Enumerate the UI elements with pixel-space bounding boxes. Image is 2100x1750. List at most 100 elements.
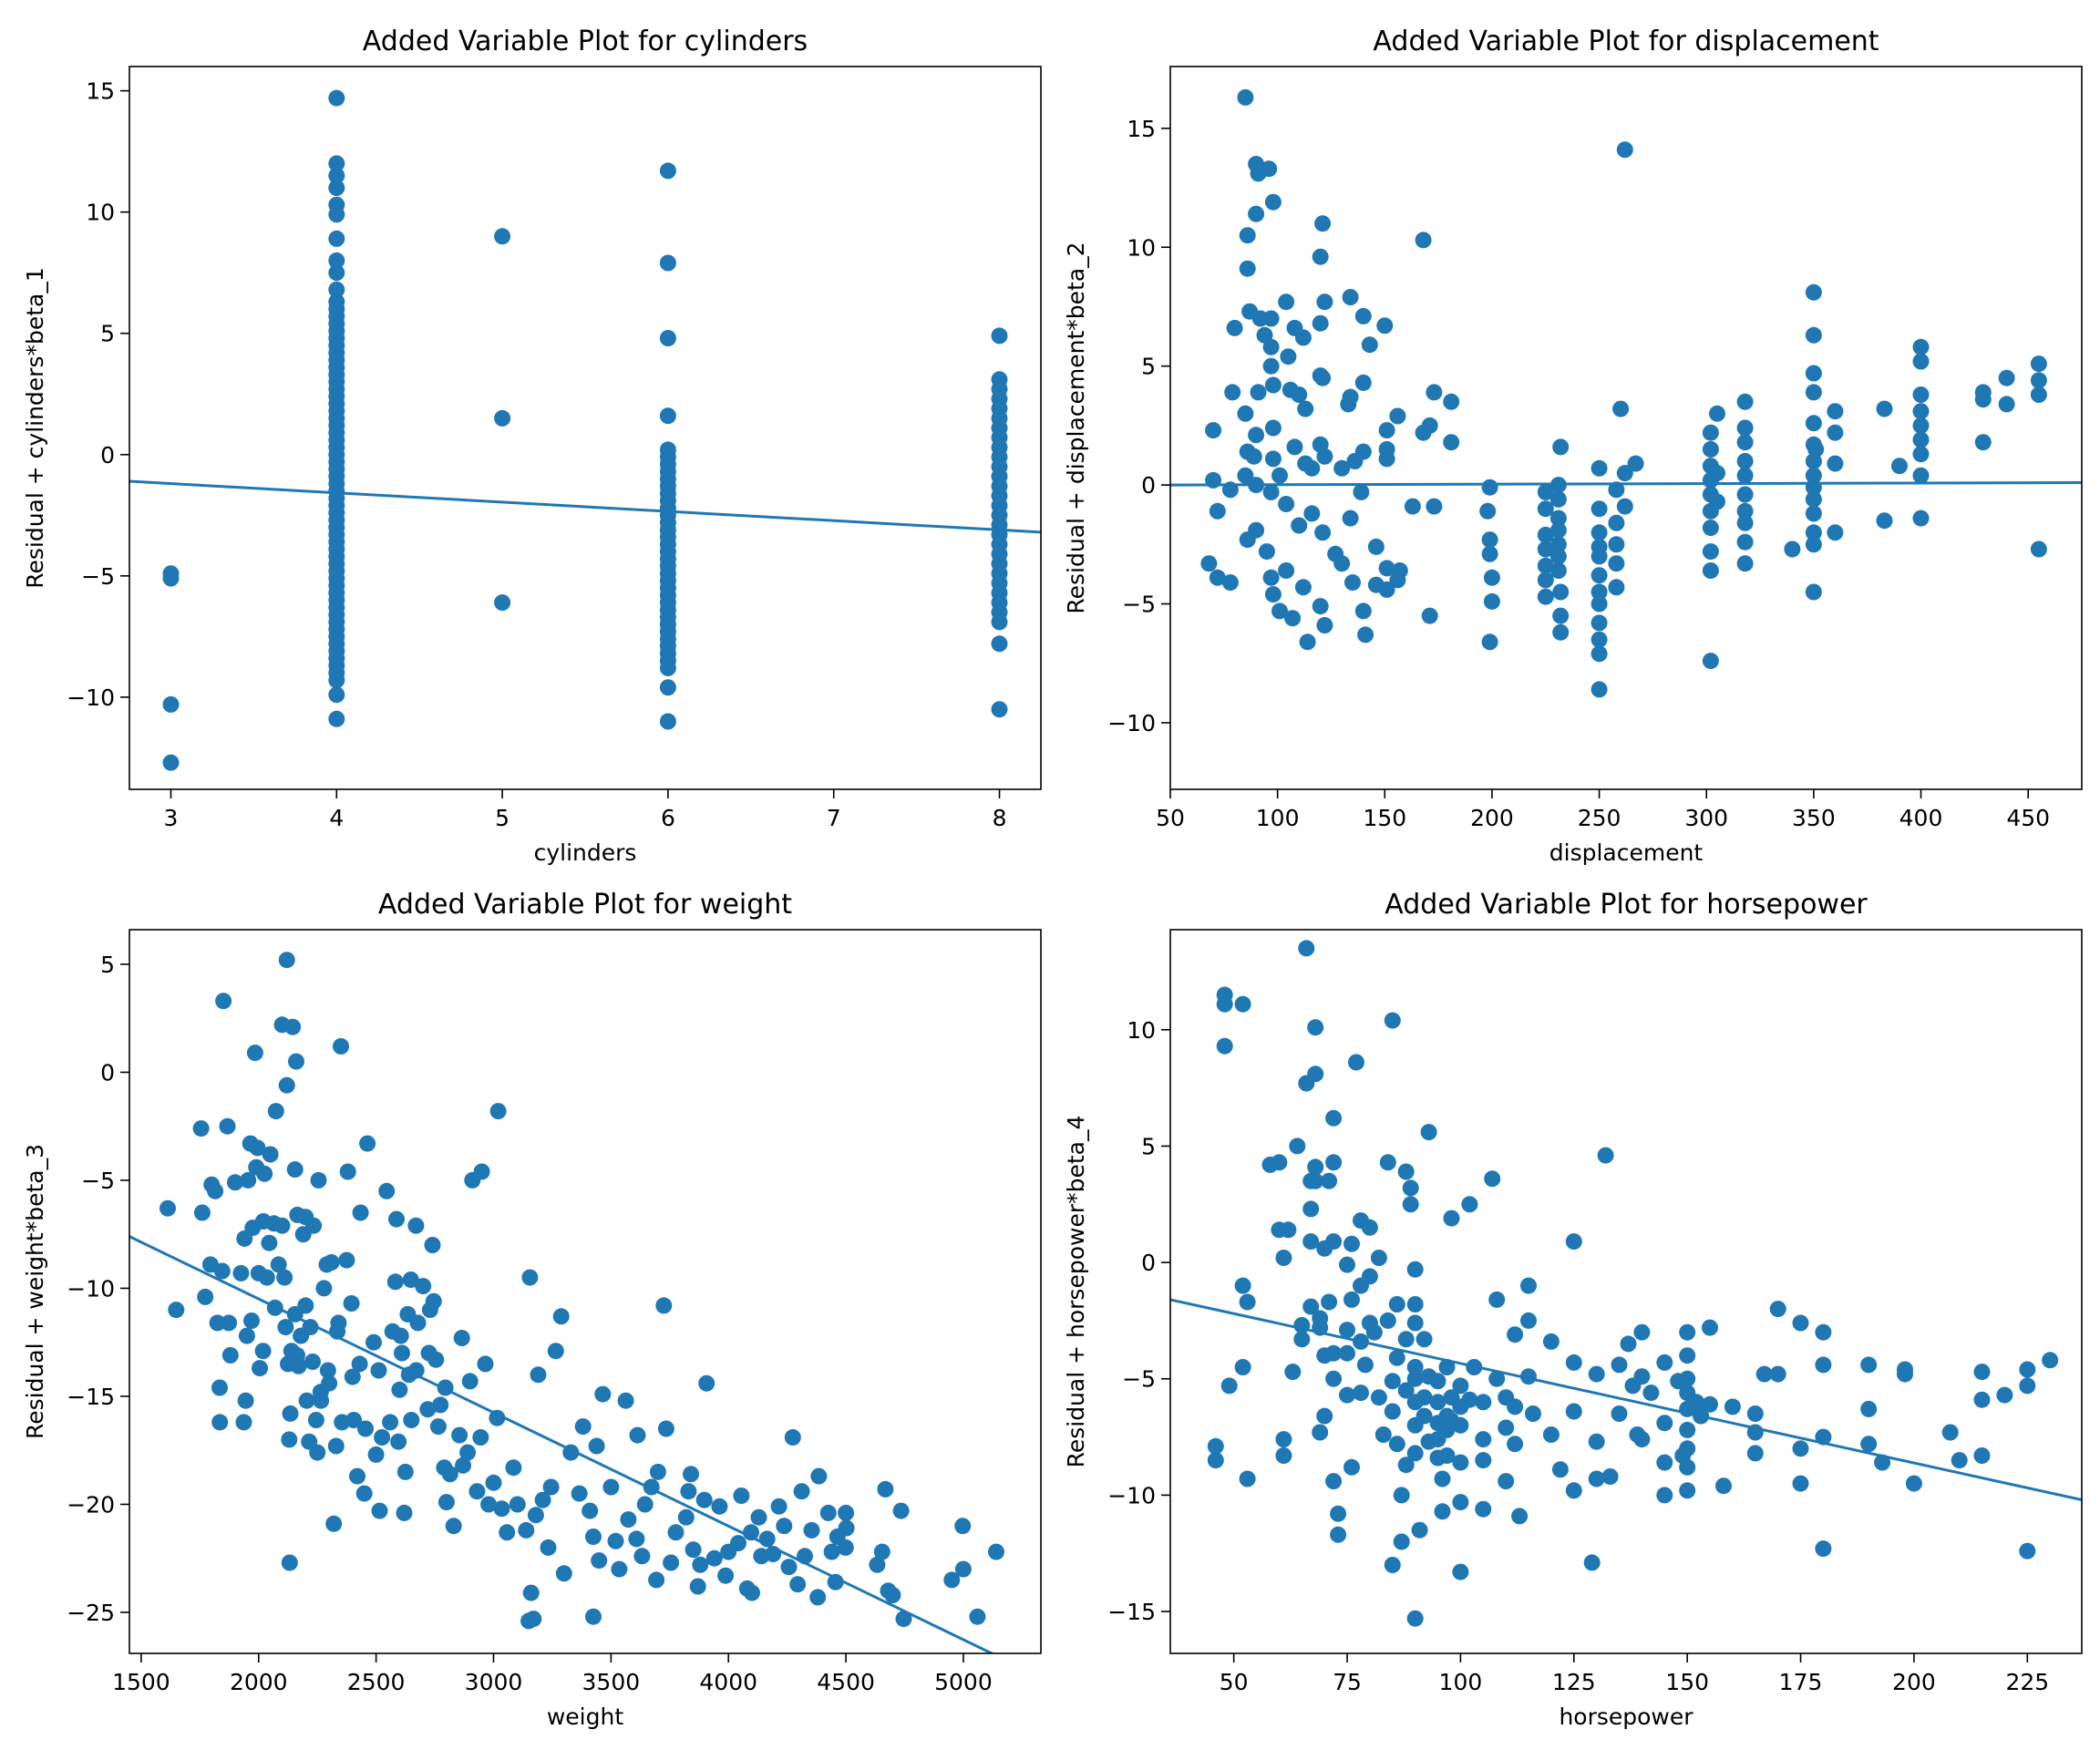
scatter-point (1709, 493, 1725, 510)
data-points (162, 89, 1008, 771)
scatter-point (1860, 1436, 1878, 1453)
scatter-point (1365, 1323, 1383, 1341)
scatter-point (838, 1519, 855, 1537)
scatter-point (310, 1171, 327, 1189)
scatter-point (1736, 453, 1754, 469)
scatter-point (461, 1373, 479, 1390)
scatter-point (1294, 329, 1312, 346)
scatter-point (1709, 465, 1725, 482)
scatter-point (1216, 995, 1233, 1013)
scatter-point (193, 1204, 211, 1221)
scatter-point (1552, 583, 1570, 601)
scatter-point (540, 1539, 557, 1556)
scatter-point (1805, 415, 1822, 432)
scatter-point (1973, 1391, 1991, 1408)
scatter-point (1314, 215, 1332, 232)
scatter-point (823, 1543, 840, 1560)
scatter-point (1590, 595, 1608, 612)
subplot-title: Added Variable Plot for weight (378, 889, 792, 921)
scatter-point (328, 89, 345, 107)
scatter-point (1429, 1394, 1446, 1411)
scatter-point (1378, 422, 1395, 439)
scatter-point (1234, 1277, 1251, 1294)
scatter-point (780, 1559, 798, 1576)
scatter-point (1248, 521, 1265, 539)
scatter-point (286, 1161, 304, 1179)
scatter-point (880, 1582, 897, 1600)
scatter-point (1769, 1365, 1786, 1383)
scatter-point (522, 1584, 540, 1601)
scatter-point (505, 1459, 522, 1477)
scatter-point (1275, 1447, 1292, 1464)
scatter-point (1434, 1503, 1451, 1520)
subplot-horsepower: Added Variable Plot for horsepower horse… (1063, 889, 2083, 1730)
scatter-point (1415, 1331, 1433, 1348)
scatter-point (489, 1409, 506, 1426)
scatter-point (290, 1357, 307, 1374)
scatter-point (365, 1333, 382, 1351)
scatter-point (1827, 403, 1844, 420)
scatter-point (803, 1521, 820, 1539)
scatter-point (1302, 1298, 1320, 1315)
scatter-point (1379, 1312, 1396, 1329)
scatter-point (327, 1437, 345, 1455)
scatter-point (215, 993, 232, 1010)
scatter-point (1679, 1347, 1696, 1364)
scatter-point (1354, 307, 1372, 324)
scatter-point (252, 1360, 268, 1377)
scatter-point (1611, 1356, 1628, 1374)
scatter-point (1656, 1454, 1673, 1471)
scatter-point (534, 1491, 551, 1508)
y-tick-label: −10 (67, 685, 115, 711)
scatter-point (1205, 422, 1222, 439)
scatter-point (304, 1354, 321, 1370)
scatter-point (1549, 562, 1567, 579)
scatter-point (1597, 1147, 1614, 1164)
scatter-point (396, 1463, 414, 1480)
scatter-point (1239, 1470, 1256, 1488)
scatter-point (1388, 1296, 1405, 1312)
scatter-point (1537, 500, 1554, 518)
scatter-point (261, 1234, 278, 1251)
scatter-point (162, 695, 180, 713)
scatter-point (2019, 1542, 2036, 1560)
scatter-point (1688, 1394, 1705, 1411)
scatter-point (256, 1165, 273, 1182)
y-tick-label: 0 (100, 1059, 115, 1086)
scatter-point (1608, 536, 1625, 553)
scatter-point (477, 1355, 494, 1373)
scatter-point (1475, 1431, 1492, 1448)
scatter-point (1216, 1037, 1233, 1055)
scatter-point (1291, 386, 1308, 403)
scatter-point (520, 1612, 538, 1630)
x-tick-label: 400 (1899, 805, 1943, 831)
scatter-point (455, 1457, 471, 1474)
scatter-point (1312, 1424, 1329, 1441)
scatter-point (297, 1297, 314, 1314)
scatter-point (1805, 524, 1822, 541)
scatter-point (1679, 1458, 1696, 1476)
scatter-point (1278, 562, 1295, 579)
scatter-point (1792, 1440, 1809, 1457)
scatter-point (1374, 1426, 1392, 1443)
scatter-point (1746, 1445, 1764, 1462)
scatter-point (1284, 1364, 1302, 1381)
x-tick-label: 200 (1470, 805, 1514, 831)
scatter-point (1590, 500, 1608, 518)
scatter-point (1551, 1461, 1569, 1478)
scatter-point (591, 1552, 608, 1570)
scatter-point (1656, 1487, 1673, 1504)
scatter-point (1874, 1454, 1891, 1471)
scatter-point (689, 1578, 706, 1595)
scatter-point (1248, 427, 1265, 444)
scatter-point (1278, 496, 1295, 512)
x-tick-label: 100 (1439, 1669, 1483, 1695)
scatter-point (943, 1571, 961, 1589)
scatter-point (359, 1135, 376, 1152)
scatter-point (307, 1412, 324, 1428)
scatter-point (1998, 369, 2015, 386)
scatter-point (1656, 1415, 1673, 1432)
scatter-point (1484, 1170, 1501, 1188)
scatter-point (1325, 1370, 1343, 1387)
scatter-point (1298, 940, 1315, 957)
